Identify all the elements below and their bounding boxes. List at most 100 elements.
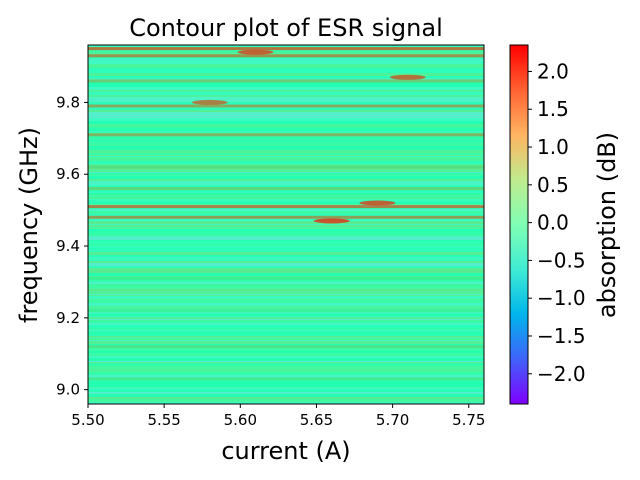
texture-stripe	[88, 399, 484, 402]
texture-stripe	[88, 375, 484, 378]
texture-stripe	[88, 372, 484, 375]
colorbar-ticks: −2.0 −1.5 −1.0 −0.5 0.0 0.5 1.0 1.5 2.0	[528, 59, 586, 386]
texture-stripe	[88, 349, 484, 351]
texture-stripe	[88, 362, 484, 363]
texture-stripe	[88, 227, 484, 228]
texture-stripe	[88, 119, 484, 121]
texture-stripe	[88, 172, 484, 173]
texture-stripe	[88, 328, 484, 330]
texture-stripe	[88, 118, 484, 119]
texture-stripe	[88, 351, 484, 353]
texture-stripe	[88, 306, 484, 309]
texture-stripe	[88, 114, 484, 115]
texture-stripe	[88, 252, 484, 255]
absorption-peak	[191, 99, 228, 105]
texture-stripe	[88, 312, 484, 313]
texture-stripe	[88, 155, 484, 156]
texture-stripe	[88, 193, 484, 194]
x-tick-label: 5.65	[300, 411, 333, 429]
absorption-band	[88, 47, 484, 51]
texture-stripe	[88, 366, 484, 369]
texture-stripe	[88, 210, 484, 211]
texture-stripe	[88, 121, 484, 124]
y-tick-label: 9.2	[56, 309, 80, 327]
texture-stripe	[88, 299, 484, 300]
texture-stripe	[88, 221, 484, 222]
y-tick-label: 9.4	[56, 237, 80, 255]
texture-stripe	[88, 317, 484, 319]
texture-stripe	[88, 136, 484, 139]
texture-stripe	[88, 230, 484, 233]
texture-stripe	[88, 97, 484, 100]
texture-stripe	[88, 128, 484, 129]
texture-stripe	[88, 333, 484, 336]
texture-stripe	[88, 124, 484, 126]
colorbar	[509, 44, 529, 405]
y-tick-label: 9.0	[56, 381, 80, 399]
texture-stripe	[88, 214, 484, 217]
texture-stripe	[88, 64, 484, 65]
y-tick-label: 9.8	[56, 93, 80, 111]
texture-stripe	[88, 284, 484, 287]
texture-stripe	[88, 159, 484, 160]
texture-stripe	[88, 287, 484, 288]
texture-stripe	[88, 69, 484, 72]
texture-stripe	[88, 296, 484, 299]
texture-stripe	[88, 139, 484, 140]
texture-stripe	[88, 361, 484, 362]
texture-stripe	[88, 100, 484, 102]
texture-stripe	[88, 273, 484, 276]
texture-stripe	[88, 270, 484, 273]
texture-stripe	[88, 160, 484, 161]
texture-stripe	[88, 240, 484, 241]
texture-stripe	[88, 241, 484, 243]
texture-stripe	[88, 341, 484, 344]
texture-stripe	[88, 224, 484, 225]
texture-stripe	[88, 384, 484, 387]
texture-stripe	[88, 269, 484, 270]
absorption-peak	[313, 218, 350, 224]
colorbar-tick-label: −0.5	[537, 248, 586, 272]
texture-stripe	[88, 222, 484, 224]
texture-stripe	[88, 126, 484, 128]
texture-stripe	[88, 316, 484, 317]
texture-stripe	[88, 268, 484, 269]
texture-stripe	[88, 303, 484, 306]
x-axis-label: current (A)	[221, 437, 350, 465]
texture-stripe	[88, 45, 484, 47]
texture-stripe	[88, 357, 484, 358]
texture-stripe	[88, 280, 484, 282]
texture-stripe	[88, 323, 484, 325]
texture-stripe	[88, 237, 484, 240]
texture-stripe	[88, 140, 484, 142]
absorption-band	[88, 187, 484, 191]
absorption-band	[88, 165, 484, 169]
texture-stripe	[88, 72, 484, 73]
heatmap-area	[88, 45, 484, 404]
colorbar-tick-label: 2.0	[537, 59, 569, 83]
texture-stripe	[88, 174, 484, 176]
texture-stripe	[88, 115, 484, 118]
texture-stripe	[88, 194, 484, 197]
texture-stripe	[88, 250, 484, 252]
texture-stripe	[88, 294, 484, 295]
colorbar-tick-label: 0.0	[537, 211, 569, 235]
absorption-peak	[237, 49, 274, 55]
texture-stripe	[88, 381, 484, 384]
plot-frame	[87, 44, 485, 405]
texture-stripe	[88, 163, 484, 164]
texture-stripe	[88, 209, 484, 210]
texture-stripe	[88, 146, 484, 149]
texture-stripe	[88, 150, 484, 153]
absorption-band	[88, 215, 484, 219]
texture-stripe	[88, 161, 484, 163]
texture-stripe	[88, 73, 484, 76]
texture-stripe	[88, 292, 484, 294]
texture-stripe	[88, 325, 484, 328]
texture-stripe	[88, 321, 484, 323]
texture-stripe	[88, 87, 484, 90]
texture-stripe	[88, 369, 484, 372]
texture-stripe	[88, 295, 484, 296]
heatmap-hot-spots	[191, 49, 426, 224]
texture-stripe	[88, 184, 484, 186]
